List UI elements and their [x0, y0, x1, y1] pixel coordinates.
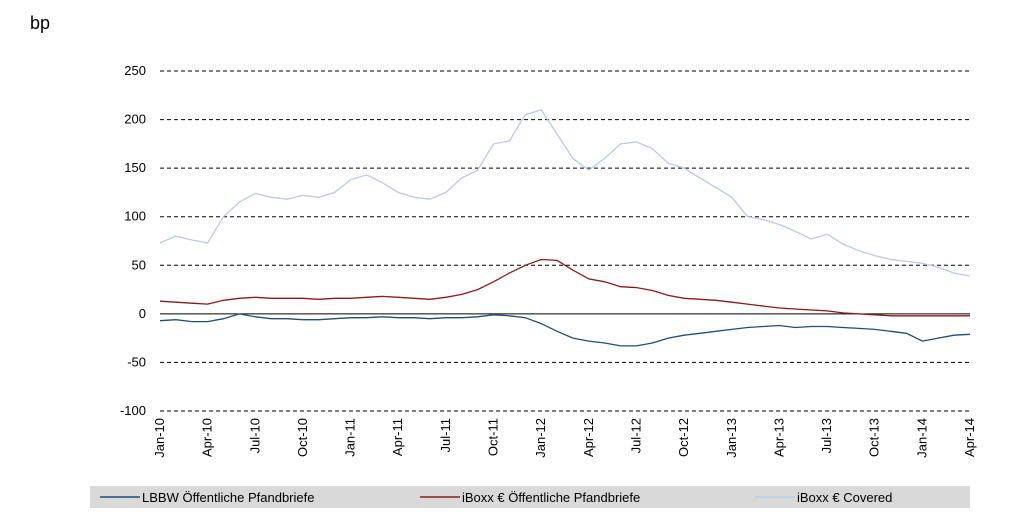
x-tick-label: Oct-12	[676, 418, 691, 457]
x-tick-label: Jul-12	[628, 418, 643, 453]
x-tick-label: Apr-14	[962, 418, 977, 457]
x-tick-label: Jan-12	[533, 418, 548, 458]
x-tick-label: Apr-10	[200, 418, 215, 457]
x-tick-label: Oct-11	[486, 418, 501, 456]
y-tick-label: 100	[124, 209, 146, 224]
x-tick-label: Jul-13	[819, 418, 834, 453]
x-tick-label: Oct-13	[867, 418, 882, 457]
x-tick-label: Apr-13	[771, 418, 786, 457]
legend-label: iBoxx € Covered	[797, 490, 892, 505]
x-tick-label: Apr-11	[390, 418, 405, 456]
x-tick-label: Jan-14	[914, 418, 929, 458]
y-tick-label: 250	[124, 63, 146, 78]
line-series	[159, 258, 970, 317]
line-series	[159, 109, 971, 277]
legend-box	[90, 486, 970, 508]
y-tick-label: 0	[139, 306, 146, 321]
legend-label: LBBW Öffentliche Pfandbriefe	[142, 490, 314, 505]
x-tick-label: Apr-12	[581, 418, 596, 457]
legend-label: iBoxx € Öffentliche Pfandbriefe	[462, 490, 640, 505]
line-series	[159, 313, 971, 347]
y-tick-label: -100	[120, 403, 146, 418]
y-tick-label: -50	[127, 354, 146, 369]
x-tick-label: Jul-10	[247, 418, 262, 453]
y-axis-label: bp	[30, 13, 50, 33]
x-tick-label: Jan-13	[724, 418, 739, 458]
x-tick-label: Jan-11	[343, 418, 358, 457]
y-tick-label: 150	[124, 160, 146, 175]
x-tick-label: Jul-11	[438, 418, 453, 452]
x-tick-label: Oct-10	[295, 418, 310, 457]
y-tick-label: 200	[124, 112, 146, 127]
x-tick-label: Jan-10	[152, 418, 167, 458]
y-tick-label: 50	[132, 257, 146, 272]
